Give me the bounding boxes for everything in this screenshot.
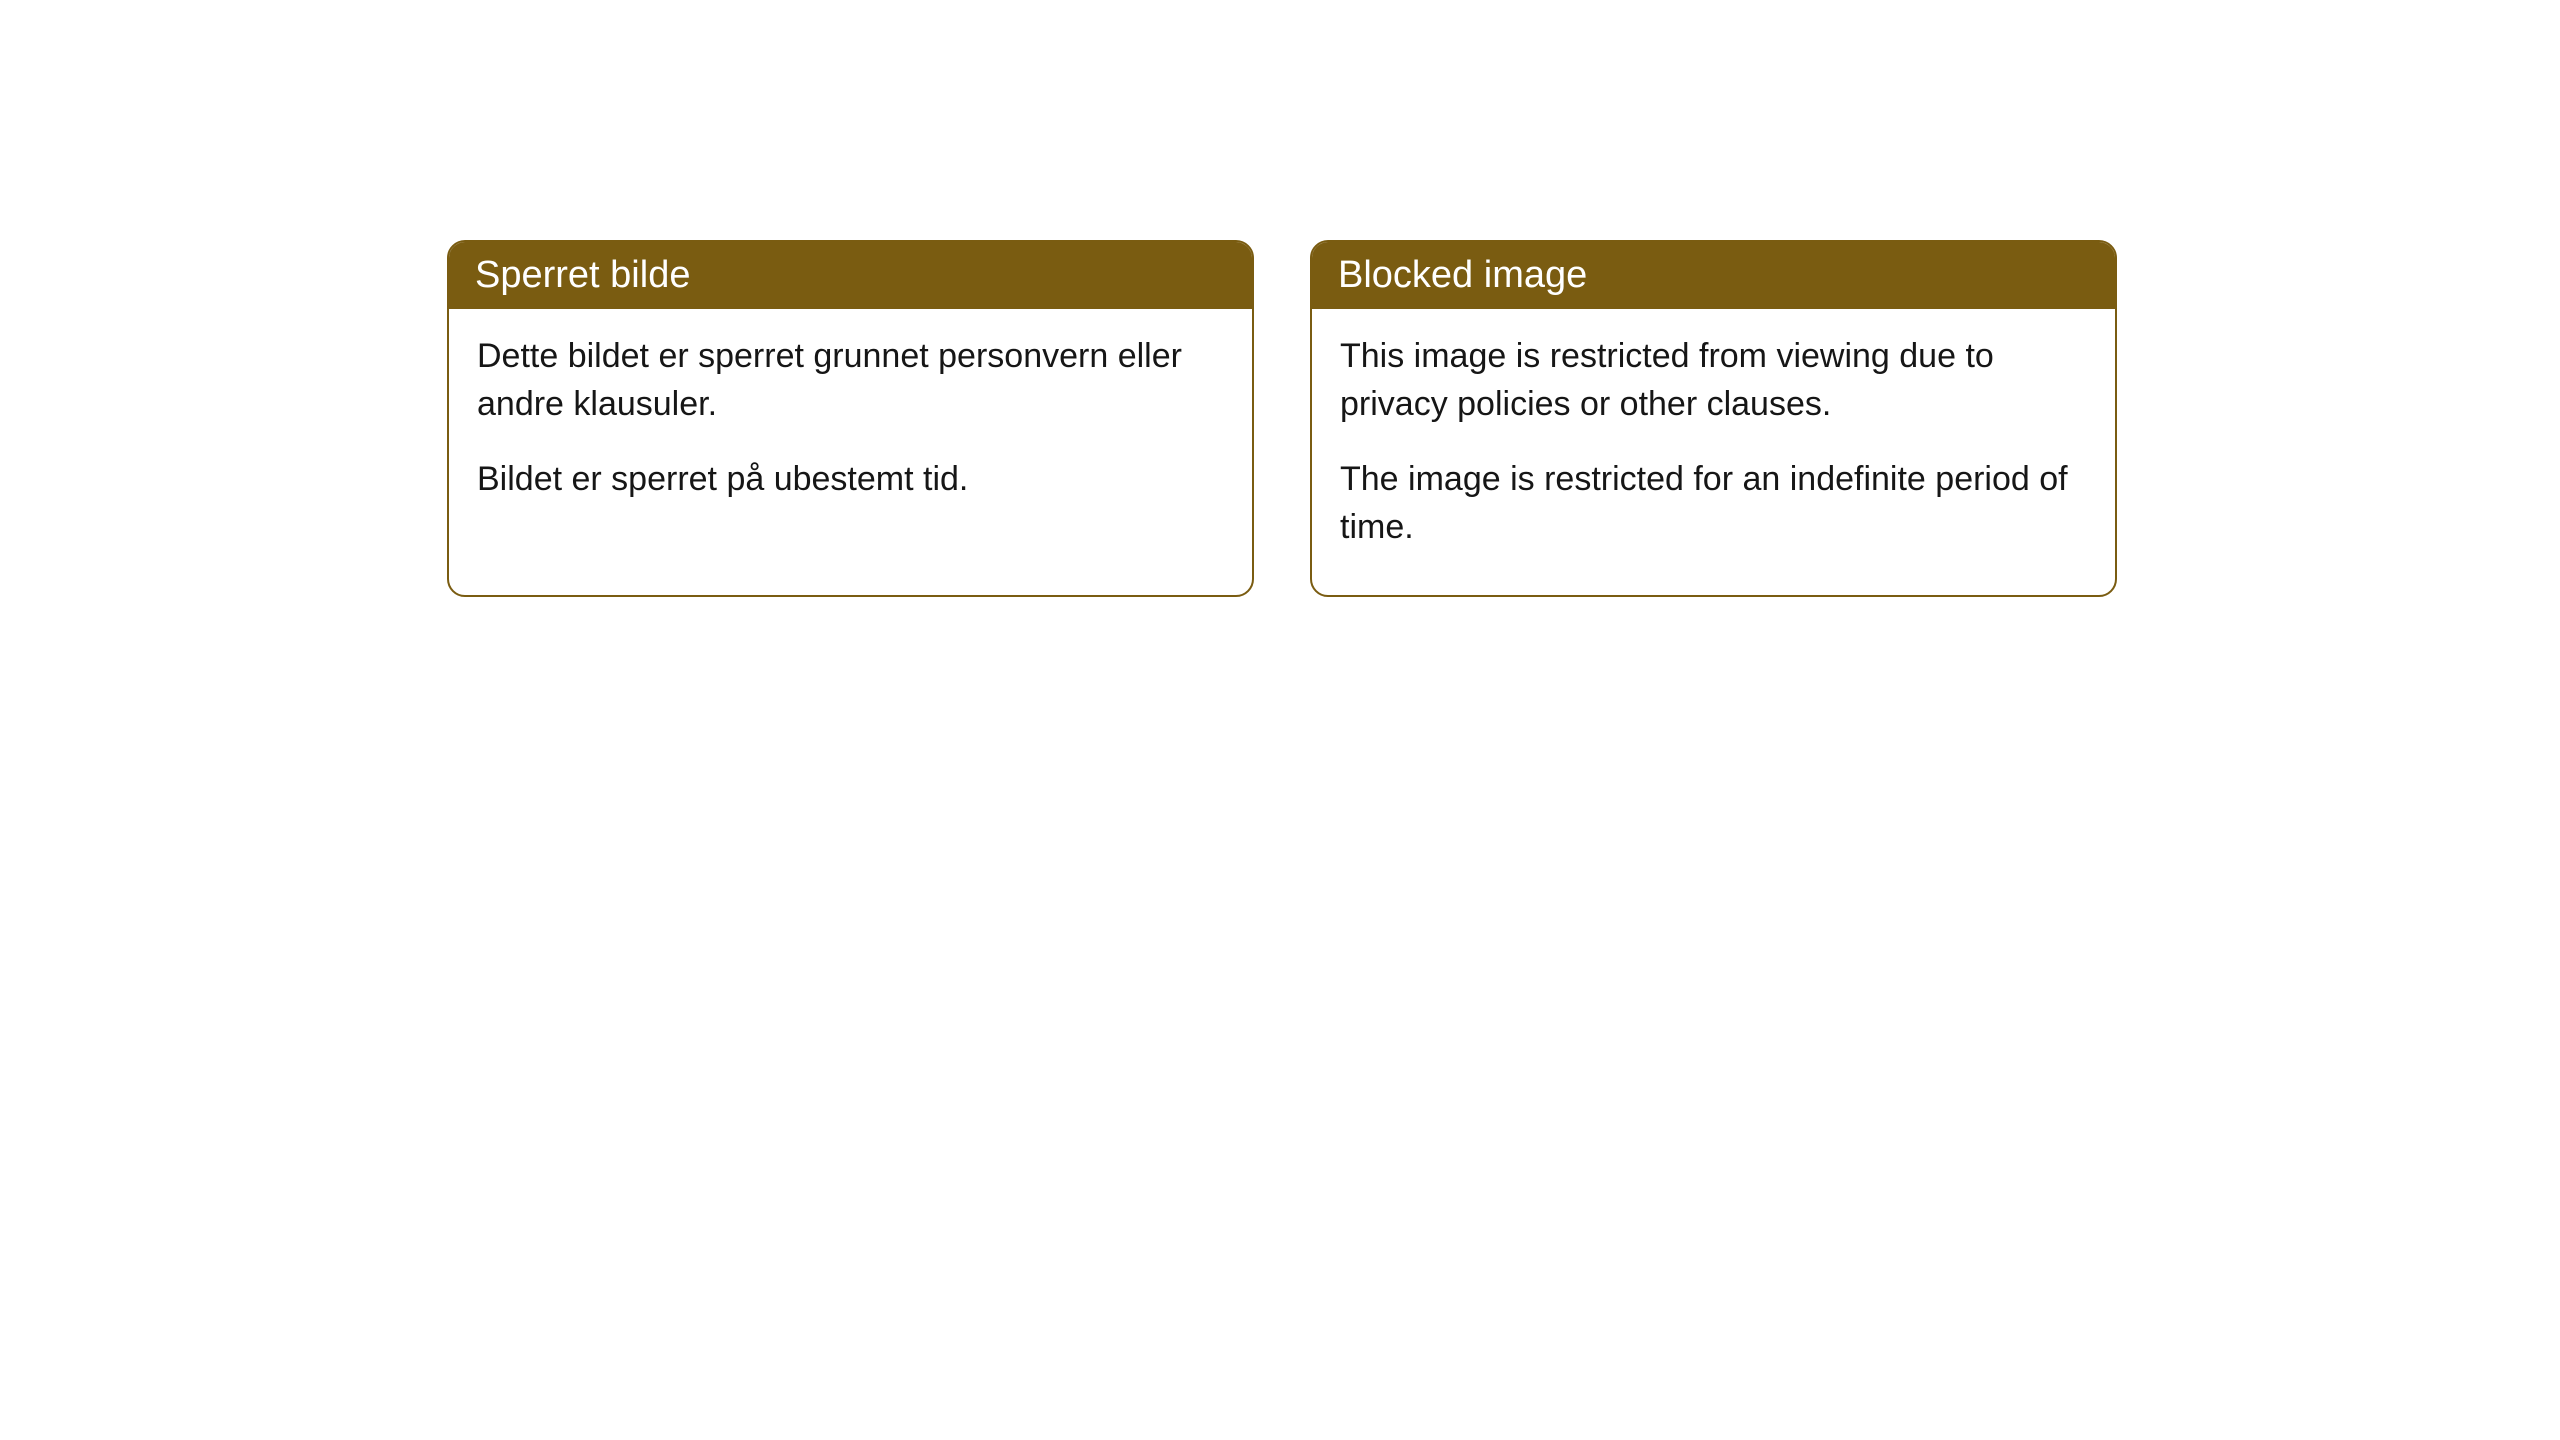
card-norwegian: Sperret bilde Dette bildet er sperret gr… [447, 240, 1254, 597]
card-paragraph-1: This image is restricted from viewing du… [1340, 333, 2087, 428]
card-header-english: Blocked image [1312, 242, 2115, 309]
card-english: Blocked image This image is restricted f… [1310, 240, 2117, 597]
card-body-english: This image is restricted from viewing du… [1312, 309, 2115, 595]
card-header-norwegian: Sperret bilde [449, 242, 1252, 309]
card-paragraph-2: The image is restricted for an indefinit… [1340, 456, 2087, 551]
card-paragraph-1: Dette bildet er sperret grunnet personve… [477, 333, 1224, 428]
card-body-norwegian: Dette bildet er sperret grunnet personve… [449, 309, 1252, 548]
cards-container: Sperret bilde Dette bildet er sperret gr… [447, 240, 2117, 597]
card-paragraph-2: Bildet er sperret på ubestemt tid. [477, 456, 1224, 504]
